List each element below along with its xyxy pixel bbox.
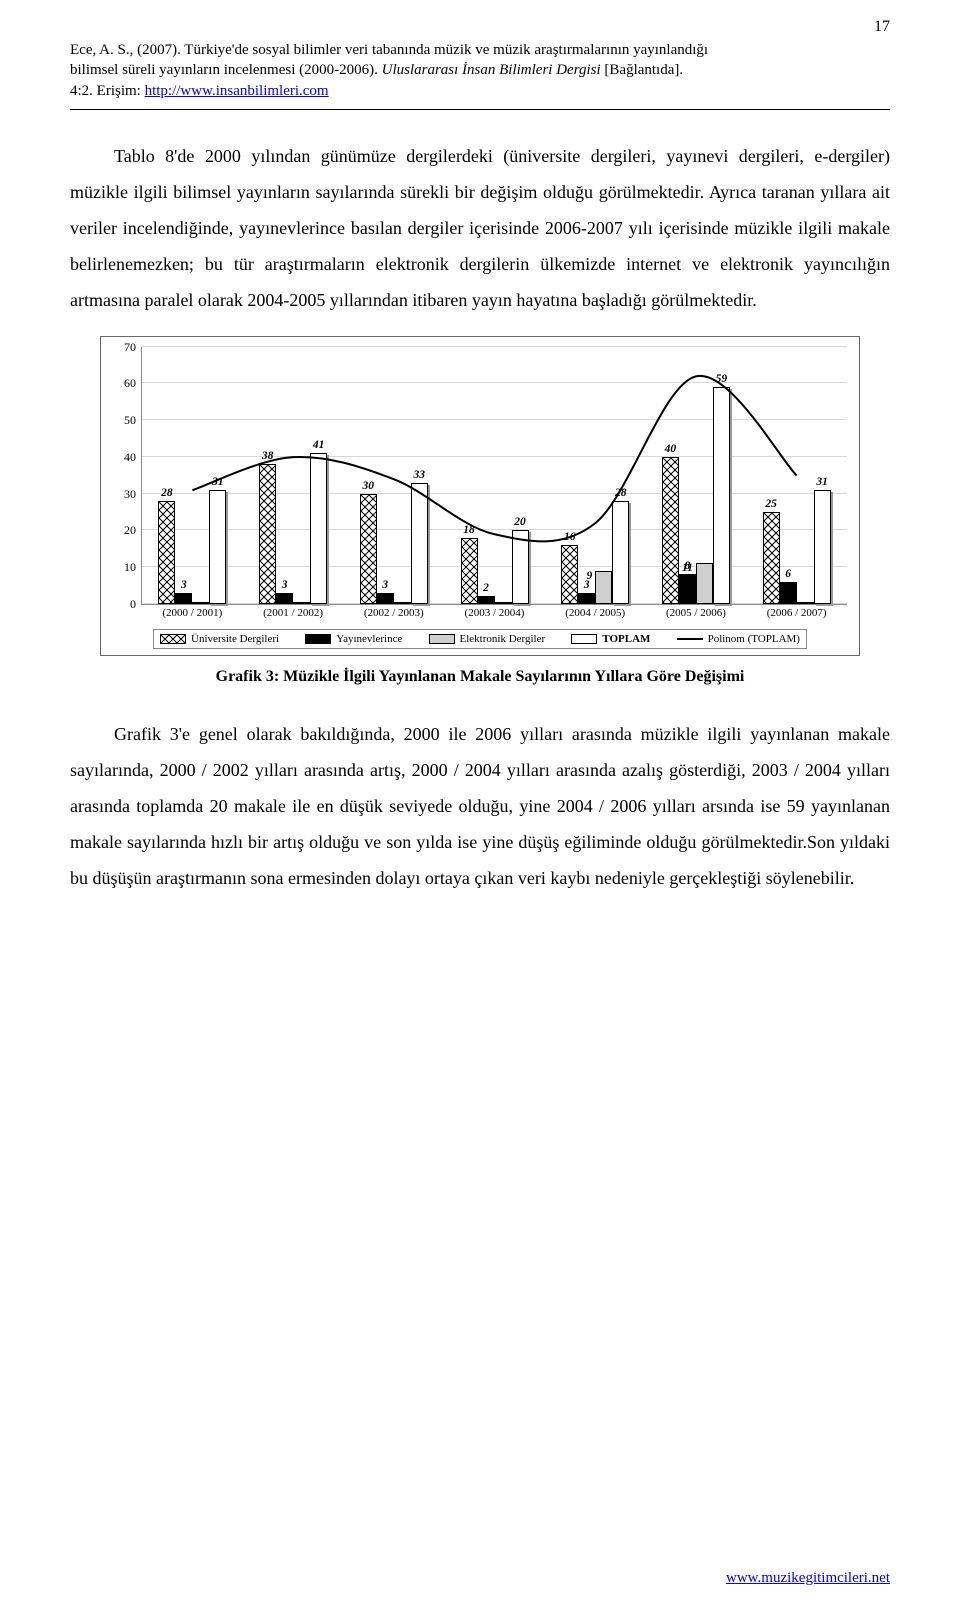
y-tick-label: 70	[114, 340, 136, 355]
y-tick-label: 60	[114, 376, 136, 391]
legend-elektronik-label: Elektronik Dergiler	[460, 633, 546, 645]
legend-polinom: Polinom (TOPLAM)	[677, 633, 800, 645]
swatch-yayinevi	[305, 634, 331, 644]
legend-yayinevi: Yayınevlerince	[305, 633, 402, 645]
citation-link[interactable]: http://www.insanbilimleri.com	[145, 83, 329, 99]
x-tick-label: (2001 / 2002)	[259, 607, 327, 619]
chart-plot-area: 010203040506070(2000 / 2001)28331(2001 /…	[141, 347, 847, 605]
x-tick-label: (2005 / 2006)	[662, 607, 730, 619]
x-tick-label: (2006 / 2007)	[763, 607, 831, 619]
x-tick-label: (2000 / 2001)	[158, 607, 226, 619]
y-tick-label: 50	[114, 413, 136, 428]
y-tick-label: 0	[114, 597, 136, 612]
citation-line1: Ece, A. S., (2007). Türkiye'de sosyal bi…	[70, 42, 708, 58]
x-tick-label: (2002 / 2003)	[360, 607, 428, 619]
trend-curve	[142, 347, 847, 604]
legend-toplam-label: TOPLAM	[602, 633, 650, 645]
legend-elektronik: Elektronik Dergiler	[429, 633, 546, 645]
paragraph-1: Tablo 8'de 2000 yılından günümüze dergil…	[70, 138, 890, 318]
chart-legend: Üniversite Dergileri Yayınevlerince Elek…	[153, 629, 807, 649]
citation-line2-ital: Uluslararası İnsan Bilimleri Dergisi	[382, 62, 605, 78]
citation-line2a: bilimsel süreli yayınların incelenmesi (…	[70, 62, 382, 78]
page-number: 17	[874, 18, 890, 36]
chart-caption: Grafik 3: Müzikle İlgili Yayınlanan Maka…	[70, 668, 890, 686]
legend-yayinevi-label: Yayınevlerince	[336, 633, 402, 645]
y-tick-label: 30	[114, 487, 136, 502]
citation-line3-prefix: 4:2. Erişim:	[70, 83, 145, 99]
page: 17 Ece, A. S., (2007). Türkiye'de sosyal…	[0, 0, 960, 1617]
y-tick-label: 20	[114, 523, 136, 538]
chart-container: 010203040506070(2000 / 2001)28331(2001 /…	[100, 336, 860, 656]
legend-universite-label: Üniversite Dergileri	[191, 633, 279, 645]
swatch-toplam	[571, 634, 597, 644]
paragraph-2: Grafik 3'e genel olarak bakıldığında, 20…	[70, 716, 890, 896]
x-tick-label: (2004 / 2005)	[561, 607, 629, 619]
legend-toplam: TOPLAM	[571, 633, 650, 645]
swatch-elektronik	[429, 634, 455, 644]
citation-line2b: [Bağlantıda].	[604, 62, 683, 78]
legend-polinom-label: Polinom (TOPLAM)	[708, 633, 800, 645]
swatch-polinom	[677, 638, 703, 640]
header-rule	[70, 109, 890, 110]
citation-header: Ece, A. S., (2007). Türkiye'de sosyal bi…	[70, 40, 890, 101]
y-tick-label: 10	[114, 560, 136, 575]
swatch-universite	[160, 634, 186, 644]
legend-universite: Üniversite Dergileri	[160, 633, 279, 645]
x-tick-label: (2003 / 2004)	[461, 607, 529, 619]
y-tick-label: 40	[114, 450, 136, 465]
footer-link[interactable]: www.muzikegitimcileri.net	[726, 1570, 890, 1587]
